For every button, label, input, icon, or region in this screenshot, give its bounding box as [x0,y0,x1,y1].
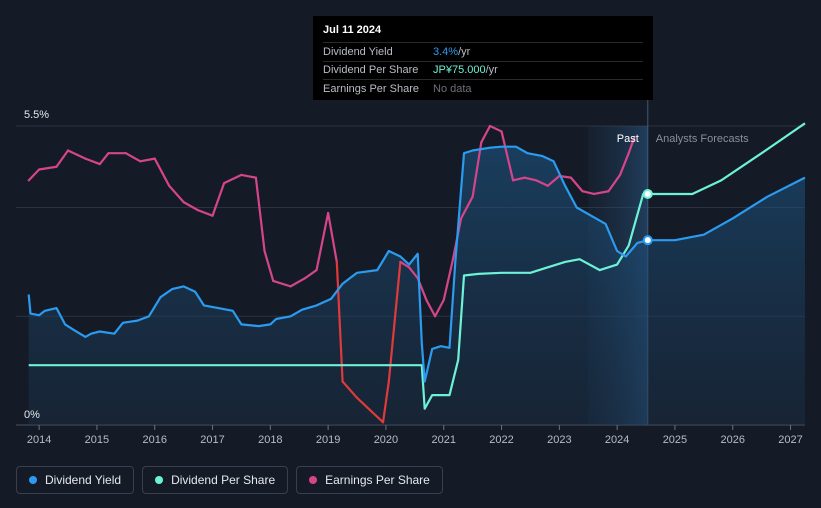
eps-line-segment [500,130,515,182]
hover-tooltip: Jul 11 2024 Dividend Yield 3.4% /yr Divi… [313,16,653,100]
legend-item-dividend-yield[interactable]: Dividend Yield [16,466,135,494]
x-tick-label-2023: 2023 [547,434,571,446]
eps-line-segment [607,173,622,193]
eps-line-segment [66,149,87,160]
tooltip-value: JP¥75.000 [433,64,486,77]
eps-line-segment [153,157,171,187]
chart-legend: Dividend Yield Dividend Per Share Earnin… [16,466,443,494]
eps-line-segment [124,152,142,163]
tooltip-row-dividend-yield: Dividend Yield 3.4% /yr [323,42,643,61]
eps-line-segment [381,380,390,424]
eps-line-segment [480,124,492,144]
eps-line-segment [335,260,344,383]
dividend-yield-marker [642,235,653,246]
eps-line-segment [55,149,70,168]
eps-line-segment [327,211,338,264]
eps-line-segment [407,266,419,280]
eps-line-segment [399,260,411,269]
eps-line-segment [627,135,636,155]
eps-line-segment [240,173,257,179]
eps-line-segment [38,165,58,171]
eps-line-segment [182,201,200,212]
legend-label: Dividend Yield [45,473,122,487]
eps-line-segment [442,260,454,302]
dividend-per-share-line [28,122,806,410]
legend-dot-icon [309,476,318,484]
x-tick-label-2020: 2020 [374,434,398,446]
series-lines [27,122,806,424]
x-axis-ticks: 2014 2015 2016 2017 2018 2019 2020 2021 2022 2023… [27,425,803,446]
tooltip-date: Jul 11 2024 [323,24,382,36]
tooltip-unit: /yr [458,45,471,58]
x-tick-label-2019: 2019 [316,434,340,446]
eps-line-segment [355,396,373,413]
eps-line-segment [222,173,243,185]
tooltip-label: Dividend Yield [323,45,393,58]
legend-item-dividend-per-share[interactable]: Dividend Per Share [142,466,289,494]
eps-line-segment [168,184,185,204]
eps-line-segment [370,410,385,424]
x-tick-label-2025: 2025 [663,434,687,446]
legend-item-earnings-per-share[interactable]: Earnings Per Share [296,466,443,494]
eps-line-segment [341,380,359,399]
past-label: Past [617,133,639,145]
legend-dot-icon [155,476,164,484]
eps-line-segment [263,249,275,283]
x-tick-label-2027: 2027 [778,434,802,446]
eps-line-segment [139,157,156,163]
eps-line-segment [254,176,266,253]
eps-line-segment [272,279,292,288]
legend-label: Earnings Per Share [325,473,430,487]
dividend-yield-area [28,146,805,425]
dividend-yield-line [27,145,806,383]
eps-line-segment [433,298,445,318]
dividend-yield-area [28,146,805,425]
eps-line-segment [535,179,549,187]
eps-line-segment [303,268,318,280]
eps-line-segment [196,209,214,217]
x-tick-label-2015: 2015 [85,434,109,446]
x-tick-label-2026: 2026 [721,434,745,446]
x-tick-label-2014: 2014 [27,434,51,446]
eps-line-segment [618,152,630,177]
series-markers [642,188,653,246]
eps-line-segment [511,176,526,182]
y-axis-bottom-label: 0% [24,409,40,421]
eps-line-segment [459,195,474,220]
eps-line-segment [488,124,503,133]
x-tick-label-2017: 2017 [200,434,224,446]
legend-label: Dividend Per Share [171,473,276,487]
x-tick-label-2021: 2021 [431,434,455,446]
eps-line-segment [84,157,101,166]
eps-line-segment [471,141,483,198]
x-tick-label-2022: 2022 [489,434,513,446]
tooltip-label: Earnings Per Share [323,82,419,95]
eps-line-segment [523,176,538,182]
eps-line-segment [569,176,584,193]
eps-line-segment [425,298,437,318]
eps-line-segment [211,181,226,217]
tooltip-value: No data [433,82,472,95]
eps-line-segment [315,211,330,272]
y-axis-top-label: 5.5% [24,109,49,121]
tooltip-row-earnings-per-share: Earnings Per Share No data [323,79,643,98]
tooltip-unit: /yr [485,64,498,77]
eps-line-segment [581,190,596,196]
eps-line-segment [289,277,307,288]
eps-line-segment [546,174,561,187]
eps-line-segment [592,190,610,196]
tooltip-row-dividend-per-share: Dividend Per Share JP¥75.000 /yr [323,60,643,80]
eps-line-segment [27,168,41,182]
eps-line-segment [98,152,110,166]
eps-line-segment [387,260,402,383]
tooltip-label: Dividend Per Share [323,64,419,77]
x-tick-label-2016: 2016 [142,434,166,446]
dividend-per-share-marker [642,188,653,199]
tooltip-value: 3.4% [433,45,459,58]
x-tick-label-2018: 2018 [258,434,282,446]
legend-dot-icon [29,476,37,484]
forecast-label: Analysts Forecasts [656,133,749,145]
x-tick-label-2024: 2024 [605,434,629,446]
